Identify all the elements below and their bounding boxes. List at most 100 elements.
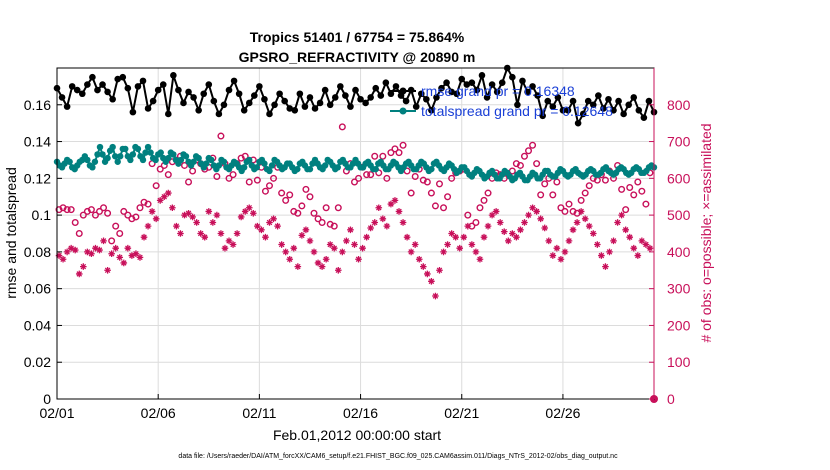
rmse-point — [63, 103, 71, 110]
rmse-point — [579, 110, 587, 118]
obs-assimilated-point — [480, 233, 488, 241]
obs-possible-point — [253, 176, 261, 184]
obs-assimilated-point — [594, 241, 601, 248]
rmse-point — [610, 106, 617, 114]
rmse-point — [306, 94, 314, 101]
rmse-point — [433, 94, 440, 101]
obs-possible-point — [100, 204, 108, 212]
obs-assimilated-point — [136, 254, 144, 261]
obs-assimilated-point — [173, 222, 180, 230]
obs-assimilated-point — [237, 213, 245, 221]
totalspread-point — [321, 162, 329, 169]
obs-possible-point — [537, 191, 545, 199]
obs-possible-point — [484, 189, 492, 197]
rmse-point — [316, 99, 324, 107]
obs-assimilated-point — [509, 230, 516, 237]
rmse-point — [539, 112, 546, 120]
obs-assimilated-point — [614, 219, 621, 226]
obs-assimilated-point — [71, 246, 79, 254]
obs-possible-point — [302, 185, 310, 193]
totalspread-point — [261, 160, 268, 167]
rmse-point — [468, 79, 476, 87]
obs-possible-point — [553, 178, 561, 186]
totalspread-point — [84, 156, 91, 164]
obs-assimilated-point — [577, 208, 585, 215]
obs-possible-point — [371, 152, 379, 160]
obs-assimilated-point — [387, 200, 395, 208]
obs-assimilated-point — [585, 222, 593, 230]
obs-possible-point — [630, 191, 638, 199]
obs-assimilated-point — [124, 244, 132, 252]
obs-assimilated-point — [419, 263, 427, 270]
obs-assimilated-point — [569, 226, 577, 234]
obs-assimilated-point — [310, 248, 318, 256]
obs-possible-point — [618, 185, 626, 193]
rmse-point — [296, 90, 304, 98]
y-right-tick-label: 500 — [667, 207, 691, 223]
obs-possible-point — [278, 189, 286, 197]
totalspread-point — [246, 156, 253, 164]
rmse-point — [529, 83, 536, 90]
rmse-point — [352, 86, 359, 94]
x-tick-label: 02/21 — [444, 405, 479, 421]
obs-assimilated-point — [59, 255, 67, 263]
obs-possible-point — [298, 202, 306, 210]
rmse-point — [235, 90, 243, 98]
rmse-point — [240, 106, 248, 114]
obs-assimilated-point — [488, 211, 496, 219]
obs-assimilated-point — [330, 244, 338, 252]
obs-possible-point — [63, 206, 71, 214]
rmse-point — [134, 83, 142, 90]
obs-assimilated-point — [383, 222, 391, 230]
totalspread-point — [240, 164, 248, 171]
obs-possible-point — [124, 211, 132, 219]
rmse-point — [256, 83, 263, 90]
obs-possible-point — [294, 209, 302, 217]
obs-possible-point — [282, 196, 290, 204]
totalspread-point — [170, 151, 177, 158]
rmse-point — [190, 94, 197, 101]
totalspread-point — [177, 156, 185, 164]
totalspread-point — [215, 162, 223, 169]
rmse-point — [58, 94, 66, 101]
obs-possible-point — [355, 174, 363, 182]
rmse-point — [367, 94, 374, 101]
x-tick-label: 02/11 — [242, 405, 276, 421]
rmse-point — [139, 77, 147, 85]
obs-possible-point — [585, 182, 593, 190]
obs-possible-point — [427, 189, 435, 197]
obs-assimilated-point — [440, 248, 447, 256]
totalspread-point — [96, 143, 104, 151]
obs-possible-point — [476, 204, 484, 212]
obs-assimilated-point — [209, 219, 217, 226]
obs-assimilated-point — [132, 250, 140, 258]
rmse-point — [281, 97, 288, 105]
rmse-point — [549, 103, 557, 110]
obs-assimilated-point — [63, 248, 71, 256]
obs-assimilated-point — [339, 248, 346, 256]
plot-area — [53, 64, 658, 403]
obs-possible-point — [557, 204, 565, 212]
x-axis-label: Feb.01,2012 00:00:00 start — [273, 427, 441, 443]
data-file-footnote: data file: /Users/raeder/DAI/ATM_forcXX/… — [178, 453, 618, 460]
obs-assimilated-point — [88, 250, 95, 258]
obs-assimilated-point — [140, 233, 148, 241]
rmse-point — [326, 101, 334, 109]
y-right-tick-label: 100 — [667, 354, 691, 370]
obs-possible-point — [431, 202, 439, 210]
rmse-point — [220, 101, 228, 109]
obs-assimilated-point — [298, 232, 306, 239]
obs-assimilated-point — [424, 270, 431, 278]
obs-possible-point — [213, 172, 221, 180]
rmse-point — [625, 101, 633, 109]
totalspread-point — [144, 143, 152, 151]
totalspread-point — [266, 167, 273, 175]
totalspread-point — [147, 149, 154, 156]
rmse-point — [154, 86, 162, 94]
obs-possible-point — [91, 211, 99, 219]
obs-assimilated-point — [156, 197, 164, 204]
obs-assimilated-point — [108, 250, 115, 258]
obs-assimilated-point — [100, 237, 107, 245]
obs-possible-point — [152, 182, 160, 190]
obs-assimilated-point — [55, 252, 63, 259]
